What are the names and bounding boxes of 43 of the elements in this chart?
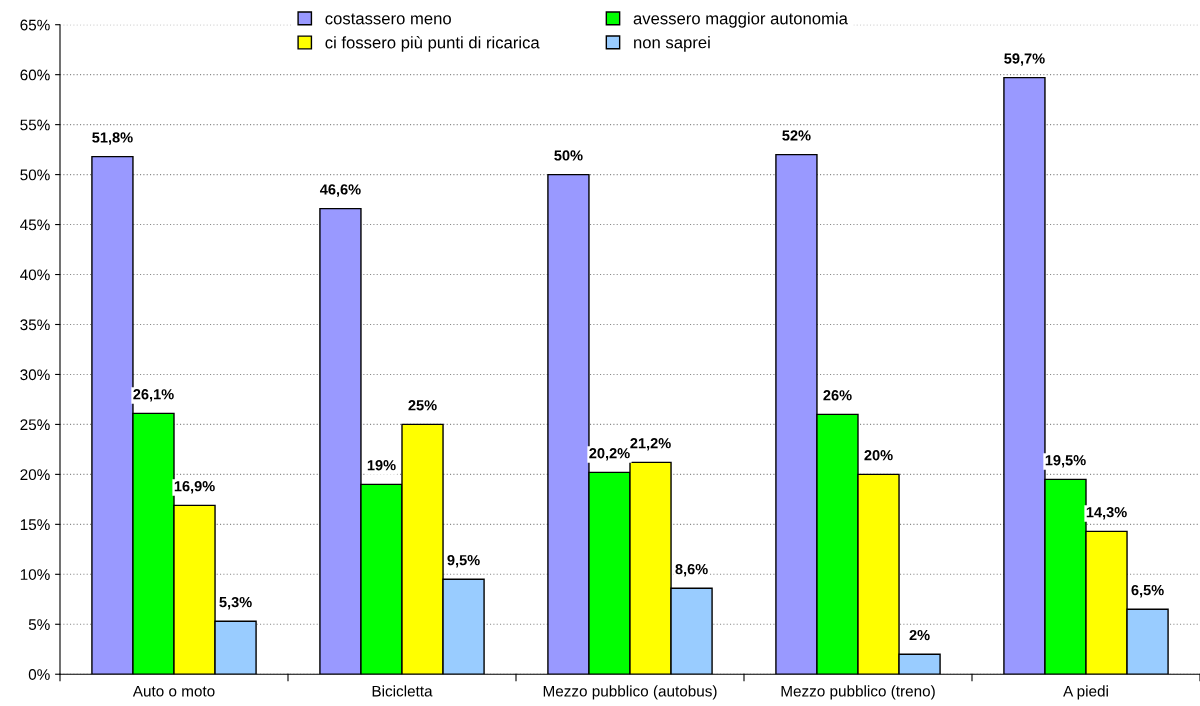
data-label: 21,2% bbox=[630, 438, 671, 451]
data-label: 46,6% bbox=[319, 184, 361, 197]
x-tick-label: Auto o moto bbox=[132, 685, 215, 697]
y-tick-label: 35% bbox=[20, 319, 50, 331]
y-tick-label: 50% bbox=[20, 169, 50, 181]
x-tick-label: Mezzo pubblico (treno) bbox=[781, 685, 935, 700]
x-tick-label: Mezzo pubblico (autobus) bbox=[543, 685, 717, 700]
data-label: 8,6% bbox=[675, 563, 708, 577]
data-label: 16,9% bbox=[174, 481, 215, 494]
data-label: 50% bbox=[554, 150, 583, 161]
y-tick-label: 45% bbox=[20, 219, 50, 231]
data-label: 25% bbox=[408, 400, 437, 411]
y-tick-label: 10% bbox=[20, 569, 50, 580]
y-tick-label: 0% bbox=[28, 669, 50, 680]
y-tick-label: 40% bbox=[20, 269, 50, 281]
y-tick-label: 5% bbox=[28, 619, 50, 630]
y-tick-label: 55% bbox=[20, 119, 50, 131]
legend-label: ci fossero più punti di ricarica bbox=[325, 36, 540, 52]
data-label: 59,7% bbox=[1004, 53, 1045, 66]
data-label: 26,1% bbox=[133, 389, 174, 402]
data-label: 2% bbox=[909, 629, 930, 641]
x-tick-label: Bicicletta bbox=[372, 685, 433, 697]
data-label: 20% bbox=[864, 450, 893, 461]
y-tick-label: 25% bbox=[20, 419, 50, 431]
y-tick-label: 15% bbox=[20, 519, 50, 531]
legend-label: costassero meno bbox=[325, 13, 451, 25]
y-tick-label: 30% bbox=[20, 369, 50, 381]
data-label: 5,3% bbox=[219, 596, 252, 610]
y-tick-label: 60% bbox=[20, 69, 50, 81]
data-label: 26% bbox=[823, 390, 852, 401]
data-label: 52% bbox=[782, 130, 811, 141]
y-tick-label: 20% bbox=[20, 469, 50, 481]
data-label: 51,8% bbox=[92, 132, 133, 145]
data-label: 14,3% bbox=[1086, 507, 1127, 520]
data-label: 19% bbox=[367, 460, 396, 471]
y-tick-label: 65% bbox=[20, 19, 50, 31]
legend-label: non saprei bbox=[634, 36, 710, 52]
data-label: 9,5% bbox=[447, 554, 480, 568]
data-label: 19,5% bbox=[1045, 455, 1086, 468]
data-label: 20,2% bbox=[589, 448, 630, 461]
data-label: 6,5% bbox=[1131, 584, 1164, 598]
legend-label: avessero maggior autonomia bbox=[633, 12, 848, 28]
x-tick-label: A piedi bbox=[1063, 685, 1108, 700]
